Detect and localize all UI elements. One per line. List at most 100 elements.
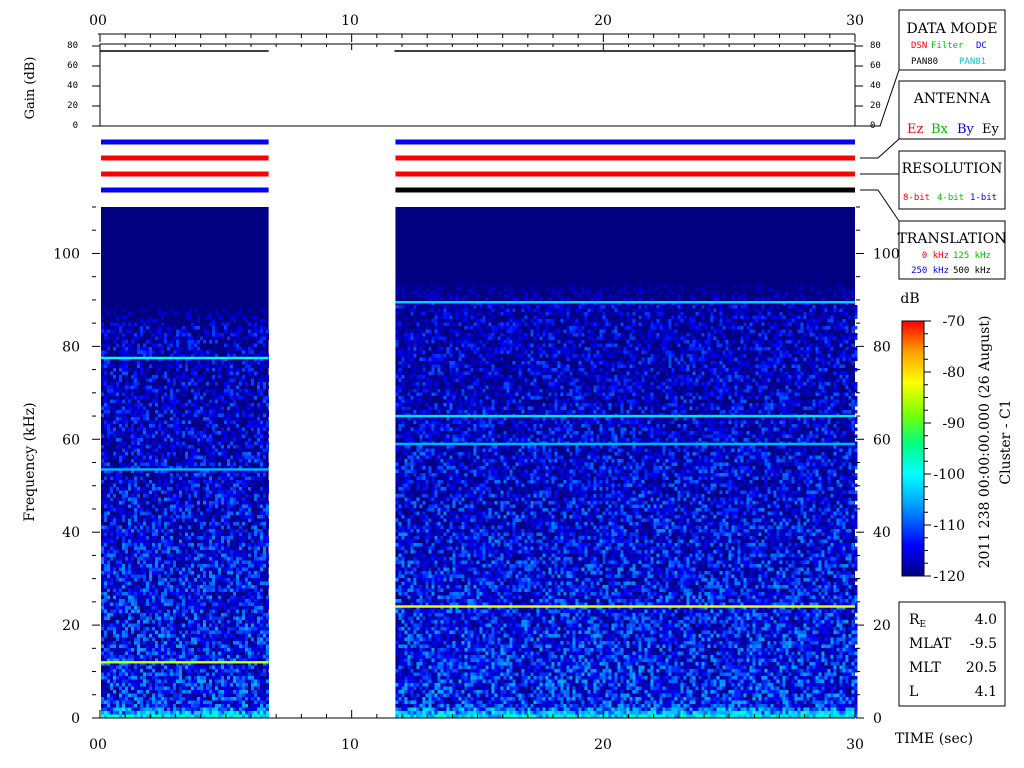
spectrogram-cell xyxy=(260,382,263,386)
spectrogram-cell xyxy=(263,389,266,393)
spectrogram-cell xyxy=(569,714,573,718)
spectrogram-cell xyxy=(128,697,131,701)
spectrogram-cell xyxy=(245,361,248,365)
spectrogram-cell xyxy=(104,480,107,484)
spectrogram-cell xyxy=(176,676,179,680)
spectrogram-cell xyxy=(110,693,113,697)
spectrogram-cell xyxy=(197,669,200,673)
spectrogram-cell xyxy=(218,693,221,697)
spectrogram-cell xyxy=(224,620,227,624)
spectrogram-cell xyxy=(509,714,513,718)
spectrogram-cell xyxy=(260,595,263,599)
spectrogram-cell xyxy=(137,347,140,351)
spectrogram-cell xyxy=(251,455,254,459)
spectrogram-cell xyxy=(107,438,110,442)
spectrogram-cell xyxy=(158,620,161,624)
spectrogram-cell xyxy=(107,483,110,487)
spectrogram-cell xyxy=(122,410,125,414)
spectrogram-cell xyxy=(113,676,116,680)
spectrogram-cell xyxy=(263,319,266,323)
spectrogram-cell xyxy=(149,690,152,694)
spectrogram-cell xyxy=(206,452,209,456)
spectrogram-cell xyxy=(116,536,119,540)
spectrogram-cell xyxy=(248,630,251,634)
spectrogram-cell xyxy=(254,480,257,484)
spectrogram-cell xyxy=(182,543,185,547)
spectrogram-cell xyxy=(230,354,233,358)
spectrogram-cell xyxy=(224,399,227,403)
spectrogram-cell xyxy=(230,413,233,417)
spectrogram-cell xyxy=(260,350,263,354)
spectrogram-cell xyxy=(206,459,209,463)
spectrogram-cell xyxy=(185,564,188,568)
spectrogram-cell xyxy=(104,662,107,666)
spectrogram-cell xyxy=(107,627,110,631)
spectrogram-cell xyxy=(200,672,203,676)
spectrogram-cell xyxy=(182,490,185,494)
spectrogram-cell xyxy=(260,403,263,407)
spectrogram-cell xyxy=(200,560,203,564)
spectrogram-cell xyxy=(161,431,164,435)
spectrogram-cell xyxy=(236,567,239,571)
spectrogram-cell xyxy=(125,637,128,641)
spectrogram-cell xyxy=(155,543,158,547)
spectrogram-cell xyxy=(125,543,128,547)
spectrogram-cell xyxy=(734,714,738,718)
spectrogram-cell xyxy=(131,683,134,687)
spectrogram-cell xyxy=(212,322,215,326)
spectrogram-cell xyxy=(110,627,113,631)
spectrogram-cell xyxy=(188,382,191,386)
spectrogram-cell xyxy=(161,704,164,708)
spectrogram-cell xyxy=(227,462,230,466)
spectrogram-cell xyxy=(206,644,209,648)
spectrogram-cell xyxy=(110,487,113,491)
spectrogram-cell xyxy=(185,438,188,442)
spectrogram-cell xyxy=(131,536,134,540)
spectrogram-cell xyxy=(101,501,104,505)
spectrogram-cell xyxy=(149,350,152,354)
spectrogram-cell xyxy=(146,326,149,330)
spectrogram-cell xyxy=(125,392,128,396)
spectrogram-cell xyxy=(113,585,116,589)
spectrogram-cell xyxy=(260,466,263,470)
spectrogram-cell xyxy=(173,592,176,596)
spectrogram-cell xyxy=(212,693,215,697)
spectrogram-cell xyxy=(155,375,158,379)
spectrogram-cell xyxy=(191,347,194,351)
spectrogram-cell xyxy=(131,312,134,316)
spectrogram-cell xyxy=(128,539,131,543)
spectrogram-cell xyxy=(140,438,143,442)
spectrogram-cell xyxy=(263,543,266,547)
spectrogram-cell xyxy=(242,609,245,613)
spectrogram-cell xyxy=(251,623,254,627)
spectrogram-cell xyxy=(101,697,104,701)
spectrogram-cell xyxy=(140,396,143,400)
spectrogram-cell xyxy=(119,490,122,494)
spectrogram-cell xyxy=(125,693,128,697)
spectrogram-cell xyxy=(251,473,254,477)
spectrogram-cell xyxy=(197,448,200,452)
spectrogram-cell xyxy=(203,700,206,704)
spectrogram-cell xyxy=(143,417,146,421)
spectrogram-cell xyxy=(185,690,188,694)
spectrogram-cell xyxy=(170,697,173,701)
spectrogram-cell xyxy=(266,354,269,358)
spectrogram-cell xyxy=(251,326,254,330)
spectrogram-cell xyxy=(257,602,260,606)
spectrogram-cell xyxy=(143,567,146,571)
spectrogram-cell xyxy=(104,392,107,396)
spectrogram-cell xyxy=(212,704,215,708)
spectrogram-cell xyxy=(254,354,257,358)
spectrogram-cell xyxy=(164,536,167,540)
spectrogram-cell xyxy=(170,445,173,449)
spectrogram-cell xyxy=(170,627,173,631)
spectrogram-cell xyxy=(167,546,170,550)
spectrogram-cell xyxy=(194,427,197,431)
spectrogram-cell xyxy=(263,620,266,624)
spectrogram-cell xyxy=(221,553,224,557)
spectrogram-cell xyxy=(230,434,233,438)
spectrogram-cell xyxy=(137,427,140,431)
spectrogram-cell xyxy=(257,424,260,428)
spectrogram-cell xyxy=(263,672,266,676)
spectrogram-cell xyxy=(200,623,203,627)
